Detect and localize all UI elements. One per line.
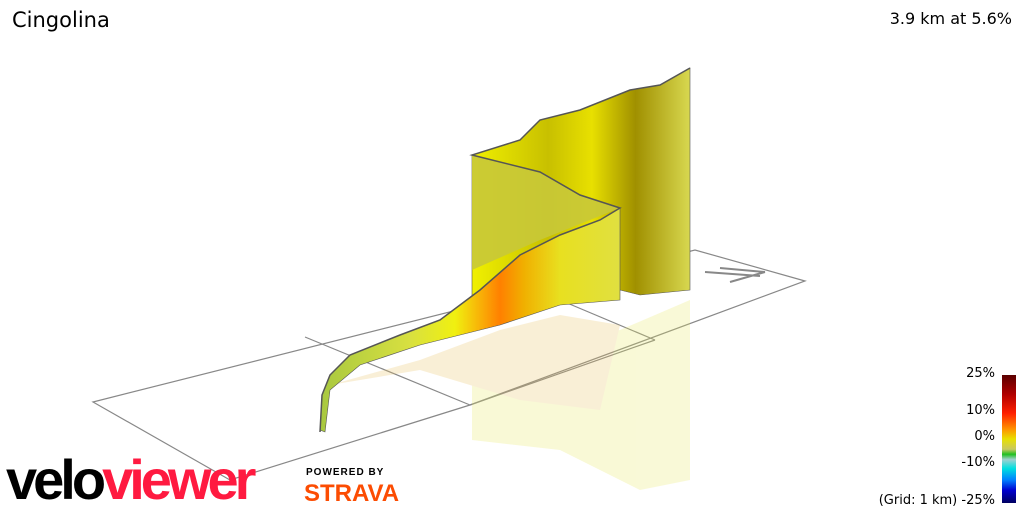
reflection <box>330 300 690 490</box>
powered-by-label: POWERED BY <box>306 467 385 478</box>
grid-line <box>304 336 471 406</box>
segment-summary: 3.9 km at 5.6% <box>889 9 1012 28</box>
scale-tick: 25% <box>966 366 995 381</box>
grid-line <box>469 339 656 406</box>
profile-reflection <box>472 300 690 490</box>
veloviewer-logo: veloviewer <box>6 448 256 511</box>
scale-tick: 10% <box>966 403 995 418</box>
grid-label: (Grid: 1 km) <box>878 493 958 508</box>
profile-route-line <box>319 67 691 433</box>
profile-inner-wall <box>472 155 620 270</box>
scale-tick: (Grid: 1 km) -25% <box>879 493 995 508</box>
scale-tick-min: -25% <box>961 493 995 508</box>
scale-tick: -10% <box>961 455 995 470</box>
north-arrow-icon <box>704 267 766 283</box>
profile-reflection <box>330 315 620 410</box>
grid-line <box>559 299 656 341</box>
gradient-colorscale <box>1002 375 1016 503</box>
segment-title: Cingolina <box>12 8 110 32</box>
strava-logo: STRAVA <box>304 480 400 507</box>
scale-tick: 0% <box>974 429 995 444</box>
